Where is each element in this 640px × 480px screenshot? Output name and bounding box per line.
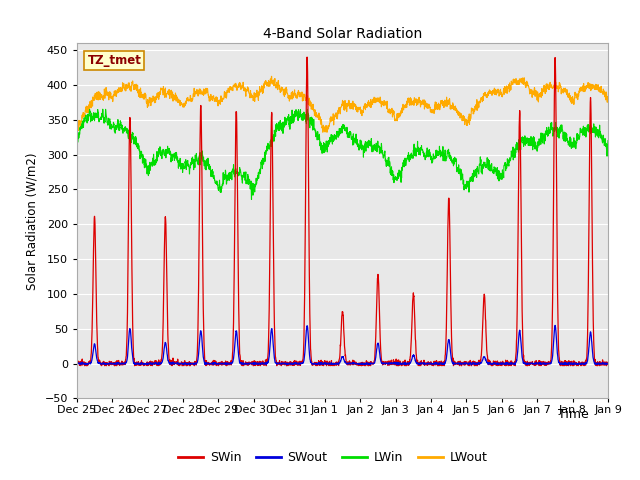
LWin (370, 143, 378, 149)
Title: 4-Band Solar Radiation: 4-Band Solar Radiation (263, 27, 422, 41)
SWin (221, 360, 229, 365)
Text: Time: Time (558, 408, 589, 420)
SWout (358, 360, 365, 366)
Y-axis label: Solar Radiation (W/m2): Solar Radiation (W/m2) (26, 152, 39, 289)
SWout (467, 362, 475, 368)
SWin (77, 363, 84, 369)
SWin (358, 360, 366, 365)
LWout (323, 130, 331, 135)
LWin (221, 174, 229, 180)
LWin (572, 140, 580, 146)
LWin (604, 138, 612, 144)
LWout (572, 95, 580, 101)
SWout (369, 361, 377, 367)
SWin (303, 54, 311, 60)
LWout (73, 121, 81, 127)
LWout (358, 113, 366, 119)
SWout (221, 361, 228, 367)
Line: SWout: SWout (77, 325, 608, 365)
LWout (268, 73, 275, 79)
LWin (497, 176, 505, 182)
SWin (497, 361, 505, 367)
LWin (99, 107, 106, 112)
LWout (370, 96, 378, 102)
SWout (572, 361, 580, 367)
SWin (572, 362, 580, 368)
Line: SWin: SWin (77, 57, 608, 366)
LWout (497, 89, 505, 95)
SWout (557, 360, 565, 366)
LWout (221, 89, 228, 95)
LWin (73, 139, 81, 144)
Line: LWout: LWout (77, 76, 608, 132)
LWin (248, 197, 255, 203)
SWin (370, 360, 378, 366)
LWout (604, 94, 612, 100)
LWin (557, 127, 565, 132)
LWin (358, 144, 366, 150)
Text: TZ_tmet: TZ_tmet (88, 54, 141, 67)
Legend: SWin, SWout, LWin, LWout: SWin, SWout, LWin, LWout (173, 446, 492, 469)
SWout (497, 360, 504, 366)
LWout (557, 86, 565, 92)
Line: LWin: LWin (77, 109, 608, 200)
SWout (73, 361, 81, 367)
SWin (73, 361, 81, 367)
SWout (604, 361, 612, 367)
SWin (604, 361, 612, 367)
SWin (557, 359, 565, 364)
SWout (551, 323, 559, 328)
